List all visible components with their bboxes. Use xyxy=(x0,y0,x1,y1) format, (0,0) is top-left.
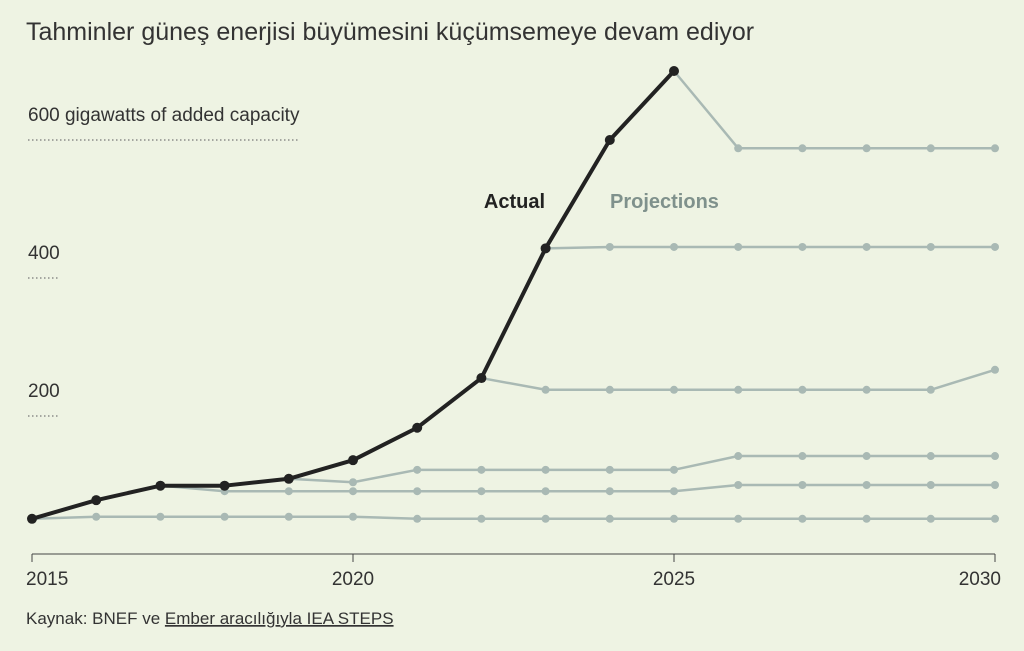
projection-line-point xyxy=(798,385,807,394)
projection-line-point xyxy=(541,465,550,474)
projection-line-point xyxy=(605,487,614,496)
projection-line-point xyxy=(862,452,871,461)
source: Kaynak: BNEF ve Ember aracılığıyla IEA S… xyxy=(26,609,394,628)
projection-line-point xyxy=(541,385,550,394)
y-tick-label: 200 xyxy=(28,381,60,402)
projection-line-point xyxy=(798,481,807,489)
projection-line-point xyxy=(413,465,422,474)
projection-line-point xyxy=(862,242,871,251)
projection-line xyxy=(545,245,995,250)
projection-line-point xyxy=(284,487,293,496)
actual-line-point xyxy=(604,135,615,145)
projection-line xyxy=(160,483,995,493)
projection-line-point xyxy=(991,242,999,251)
x-tick-label: 2025 xyxy=(653,569,695,590)
projection-line-point xyxy=(862,144,871,153)
projection-line-point xyxy=(991,452,999,461)
source-prefix: Kaynak: BNEF ve xyxy=(26,609,160,628)
actual-line-point xyxy=(27,513,37,524)
projection-line-point xyxy=(798,514,807,523)
projection-line-point xyxy=(670,242,678,251)
projection-line xyxy=(673,70,995,150)
actual-line-point xyxy=(412,422,423,433)
projection-line-point xyxy=(926,481,935,489)
y-tick-label: 600 gigawatts of added capacity xyxy=(28,105,300,126)
source-link[interactable]: Ember aracılığıyla IEA STEPS xyxy=(165,609,394,628)
projection-line-point xyxy=(734,242,743,251)
projection-line xyxy=(288,454,995,484)
x-tick-label: 2030 xyxy=(959,569,1001,590)
projection-line-point xyxy=(413,487,422,496)
projection-line-point xyxy=(349,487,357,496)
projection-line-point xyxy=(862,514,871,523)
y-tick-label: 400 xyxy=(28,243,60,264)
projection-line-point xyxy=(734,144,743,153)
actual-line-point xyxy=(283,473,294,484)
x-tick-label: 2020 xyxy=(332,569,374,590)
projection-line-point xyxy=(605,514,614,523)
projection-line-point xyxy=(926,452,935,461)
projection-line-point xyxy=(349,478,357,487)
projection-line-point xyxy=(349,512,357,521)
projection-line-point xyxy=(605,465,614,474)
projection-line-point xyxy=(477,465,486,474)
projection-line xyxy=(31,515,995,521)
projection-line-point xyxy=(477,487,486,496)
projection-line-point xyxy=(605,242,614,251)
projection-line-point xyxy=(862,481,871,489)
actual-line-point xyxy=(669,66,679,76)
x-tick-label: 2015 xyxy=(26,569,68,590)
chart-title: Tahminler güneş enerjisi büyümesini küçü… xyxy=(26,18,754,46)
projection-line-point xyxy=(670,514,678,523)
projection-line-point xyxy=(862,385,871,394)
projection-line-point xyxy=(991,144,999,153)
projection-line-point xyxy=(926,144,935,153)
projection-line-point xyxy=(670,385,678,394)
projection-line-point xyxy=(798,144,807,153)
projection-line-point xyxy=(734,385,743,394)
projection-line-point xyxy=(926,385,935,394)
projection-line-point xyxy=(926,514,935,523)
projection-line-point xyxy=(605,385,614,394)
projection-line-point xyxy=(541,487,550,496)
actual-line-point xyxy=(91,495,102,506)
actual-line-point xyxy=(155,480,166,491)
projection-line-point xyxy=(734,452,743,461)
actual-line-point xyxy=(219,480,230,491)
projections-label: Projections xyxy=(610,191,719,213)
projection-line-point xyxy=(92,512,101,521)
actual-line-point xyxy=(476,373,487,384)
projection-line-point xyxy=(284,512,293,521)
projection-line-point xyxy=(798,452,807,461)
actual-line-point xyxy=(348,455,358,466)
projection-line-point xyxy=(220,512,229,521)
projection-line-point xyxy=(798,242,807,251)
projection-line-point xyxy=(734,514,743,523)
projection-line-point xyxy=(670,465,678,474)
actual-label: Actual xyxy=(484,191,545,213)
projection-line-point xyxy=(670,487,678,496)
projection-line-point xyxy=(991,365,999,374)
projection-line-point xyxy=(156,512,165,521)
projection-line-point xyxy=(413,514,422,523)
actual-line-point xyxy=(540,243,551,254)
projection-line-point xyxy=(991,514,999,523)
projection-line-point xyxy=(541,514,550,523)
projection-line-point xyxy=(734,481,743,489)
projection-line-point xyxy=(926,242,935,251)
projection-line-point xyxy=(477,514,486,523)
projection-line-point xyxy=(991,481,999,489)
